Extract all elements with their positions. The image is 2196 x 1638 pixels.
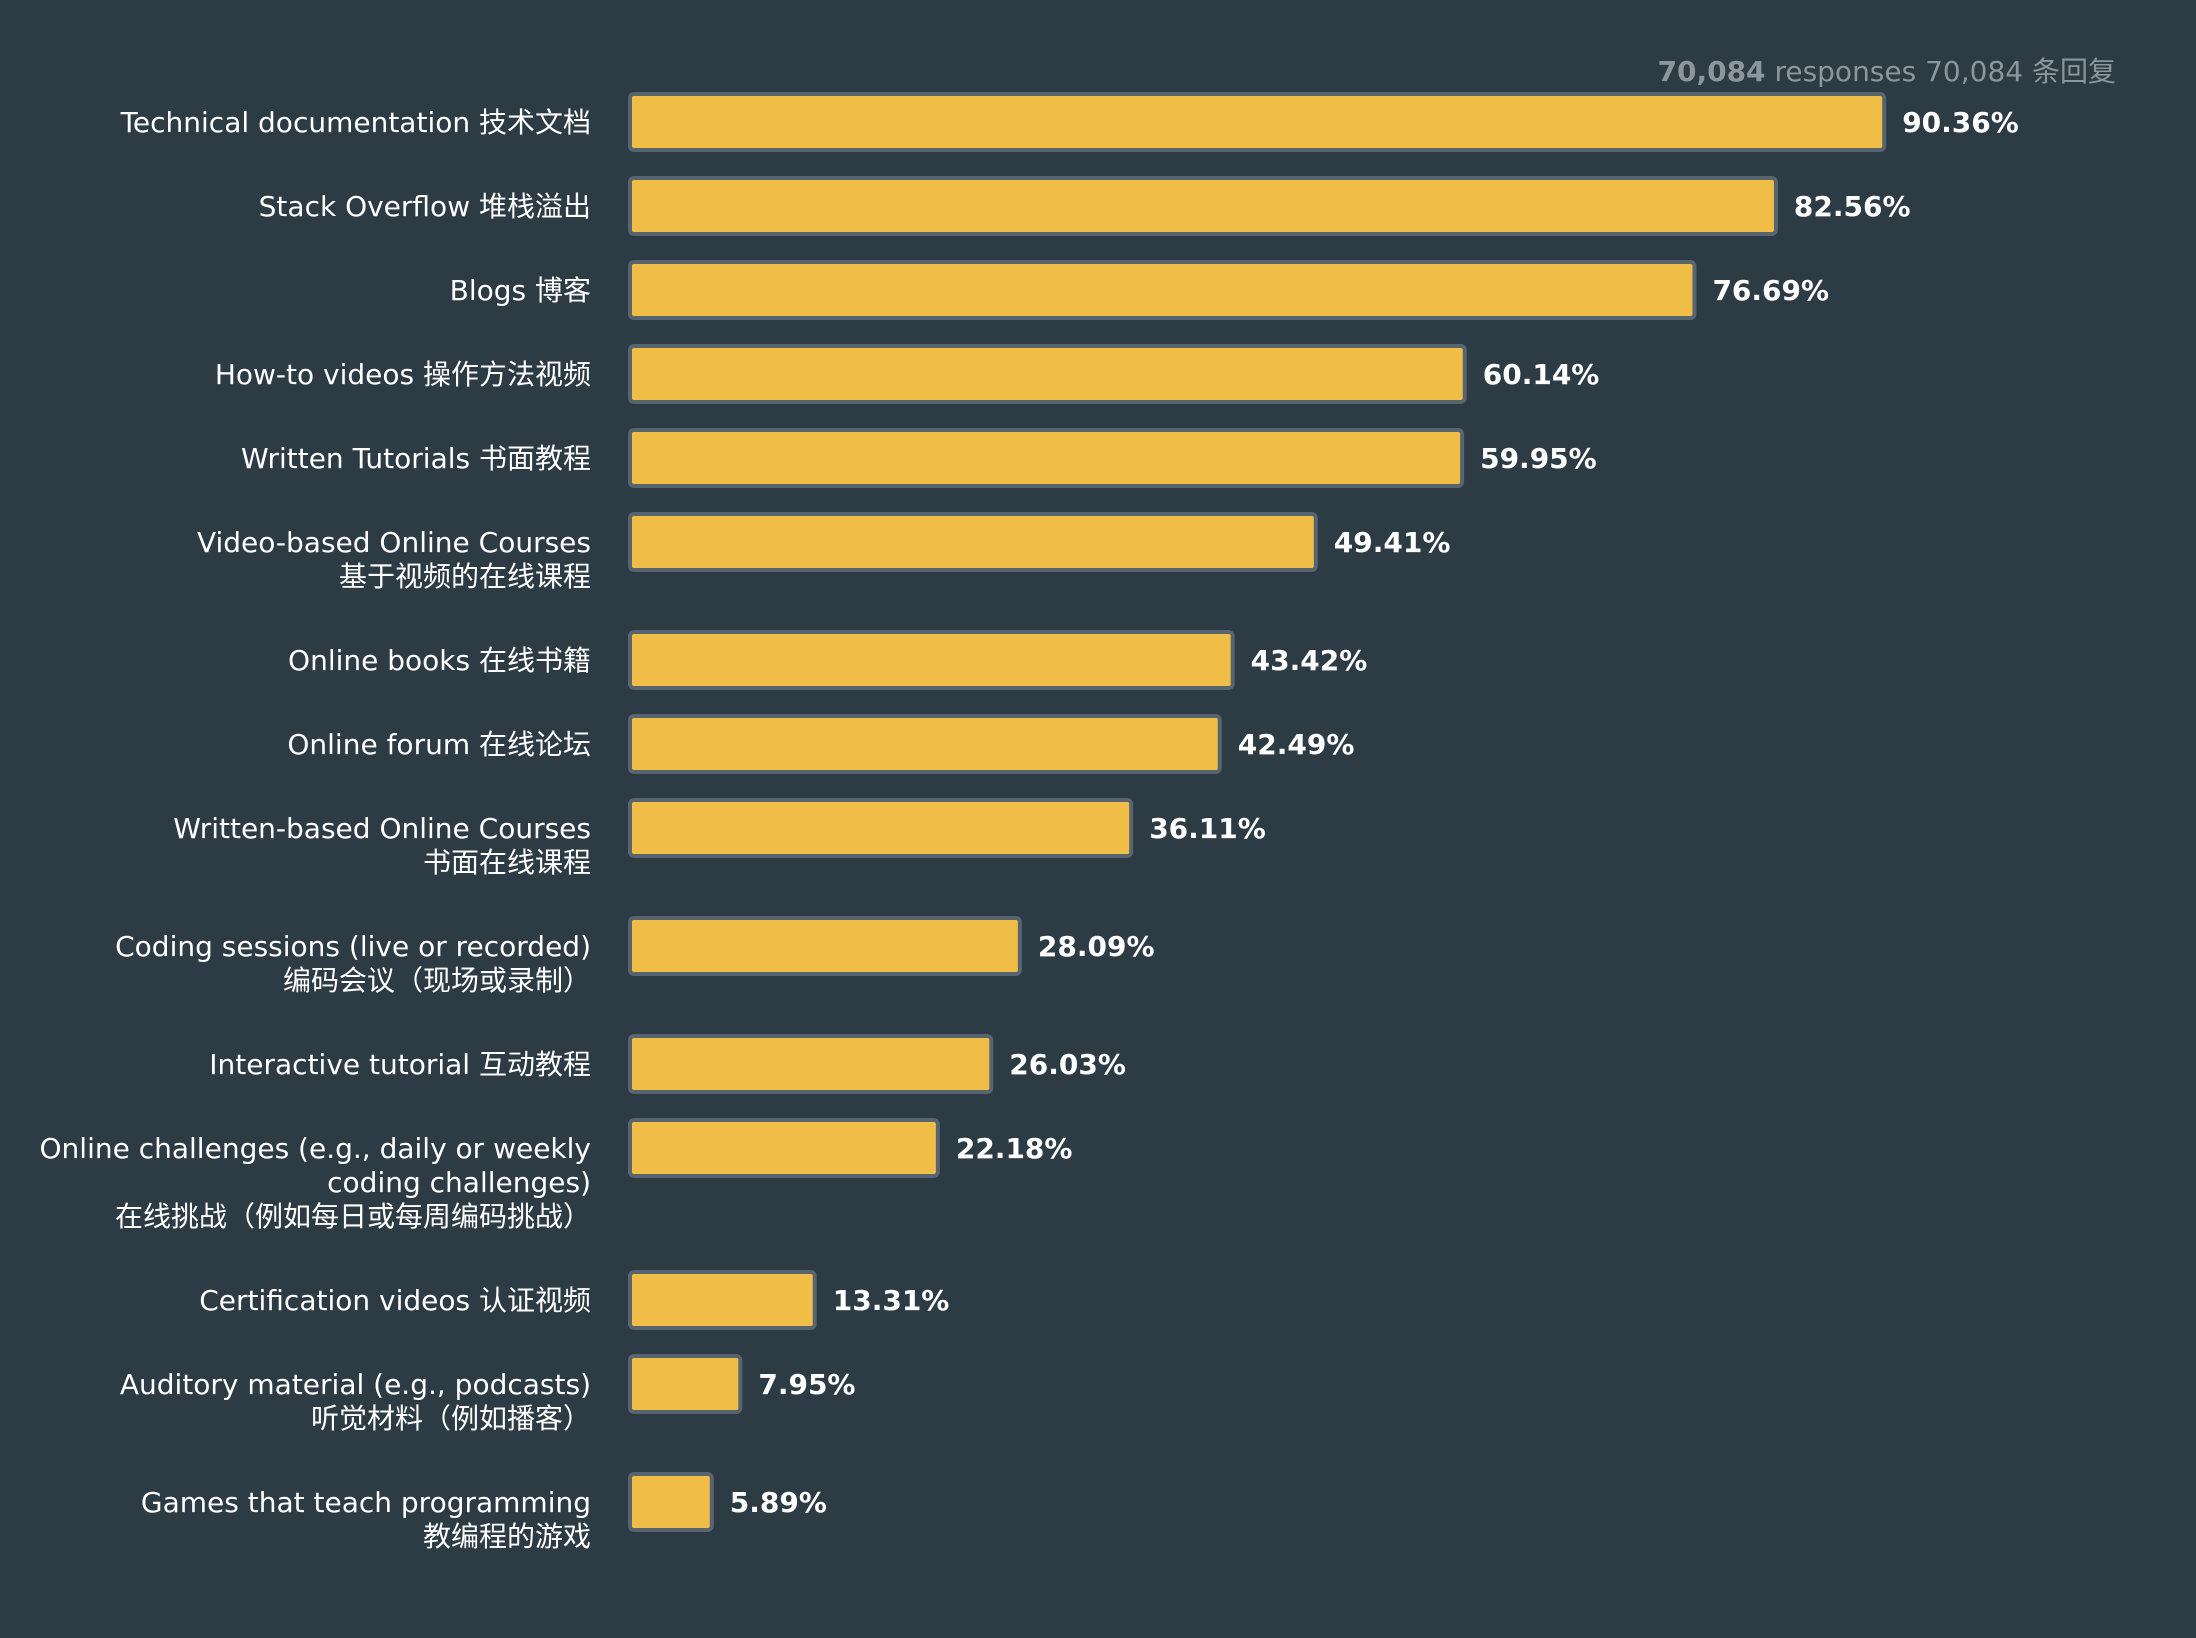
category-label-4-line-0: Written Tutorials 书面教程 bbox=[241, 442, 591, 475]
category-label-6-line-0: Online books 在线书籍 bbox=[288, 644, 591, 677]
value-label-10: 26.03% bbox=[1009, 1048, 1126, 1081]
value-label-12: 13.31% bbox=[833, 1284, 950, 1317]
bar-3 bbox=[628, 344, 1467, 404]
bar-8 bbox=[628, 798, 1134, 858]
bar-9 bbox=[628, 916, 1022, 976]
category-label-13-line-0: Auditory material (e.g., podcasts) bbox=[120, 1368, 591, 1401]
bar-10 bbox=[628, 1034, 994, 1094]
bar-6 bbox=[628, 630, 1235, 690]
category-label-11-line-1: coding challenges) bbox=[327, 1166, 591, 1199]
category-label-8-line-1: 书面在线课程 bbox=[423, 846, 591, 879]
category-label-9-line-1: 编码会议（现场或录制） bbox=[283, 964, 591, 997]
value-label-2: 76.69% bbox=[1712, 274, 1829, 307]
category-label-13-line-1: 听觉材料（例如播客） bbox=[311, 1402, 591, 1435]
category-label-1-line-0: Stack Overflow 堆栈溢出 bbox=[259, 190, 591, 223]
category-label-7-line-0: Online forum 在线论坛 bbox=[287, 728, 591, 761]
bar-12 bbox=[628, 1270, 817, 1330]
category-label-11-line-2: 在线挑战（例如每日或每周编码挑战） bbox=[115, 1200, 591, 1233]
bar-1 bbox=[628, 176, 1778, 236]
bar-0 bbox=[628, 92, 1887, 152]
category-label-2-line-0: Blogs 博客 bbox=[450, 274, 591, 307]
responses-count: 70,084 bbox=[1657, 55, 1766, 88]
value-label-5: 49.41% bbox=[1334, 526, 1451, 559]
bar-4 bbox=[628, 428, 1465, 488]
category-label-12-line-0: Certification videos 认证视频 bbox=[199, 1284, 591, 1317]
bar-11 bbox=[628, 1118, 940, 1178]
value-label-13: 7.95% bbox=[758, 1368, 855, 1401]
value-label-0: 90.36% bbox=[1902, 106, 2019, 139]
value-label-14: 5.89% bbox=[730, 1486, 827, 1519]
category-label-14-line-0: Games that teach programming bbox=[141, 1486, 591, 1519]
category-label-10-line-0: Interactive tutorial 互动教程 bbox=[209, 1048, 591, 1081]
value-label-4: 59.95% bbox=[1480, 442, 1597, 475]
category-label-5-line-0: Video-based Online Courses bbox=[197, 526, 591, 559]
bar-14 bbox=[628, 1472, 714, 1532]
category-label-14-line-1: 教编程的游戏 bbox=[423, 1520, 591, 1553]
category-label-5-line-1: 基于视频的在线课程 bbox=[339, 560, 591, 593]
value-label-11: 22.18% bbox=[956, 1132, 1073, 1165]
bar-13 bbox=[628, 1354, 743, 1414]
responses-note: 70,084 responses 70,084 条回复 bbox=[1657, 50, 2116, 90]
category-label-9-line-0: Coding sessions (live or recorded) bbox=[115, 930, 591, 963]
value-label-1: 82.56% bbox=[1794, 190, 1911, 223]
bar-2 bbox=[628, 260, 1697, 320]
category-label-11-line-0: Online challenges (e.g., daily or weekly bbox=[40, 1132, 591, 1165]
responses-label: responses 70,084 条回复 bbox=[1765, 55, 2116, 88]
value-label-9: 28.09% bbox=[1038, 930, 1155, 963]
value-label-7: 42.49% bbox=[1238, 728, 1355, 761]
bar-7 bbox=[628, 714, 1222, 774]
category-label-3-line-0: How-to videos 操作方法视频 bbox=[215, 358, 591, 391]
value-label-3: 60.14% bbox=[1483, 358, 1600, 391]
bar-5 bbox=[628, 512, 1318, 572]
value-label-8: 36.11% bbox=[1149, 812, 1266, 845]
value-label-6: 43.42% bbox=[1251, 644, 1368, 677]
category-label-8-line-0: Written-based Online Courses bbox=[173, 812, 591, 845]
category-label-0-line-0: Technical documentation 技术文档 bbox=[120, 106, 591, 139]
